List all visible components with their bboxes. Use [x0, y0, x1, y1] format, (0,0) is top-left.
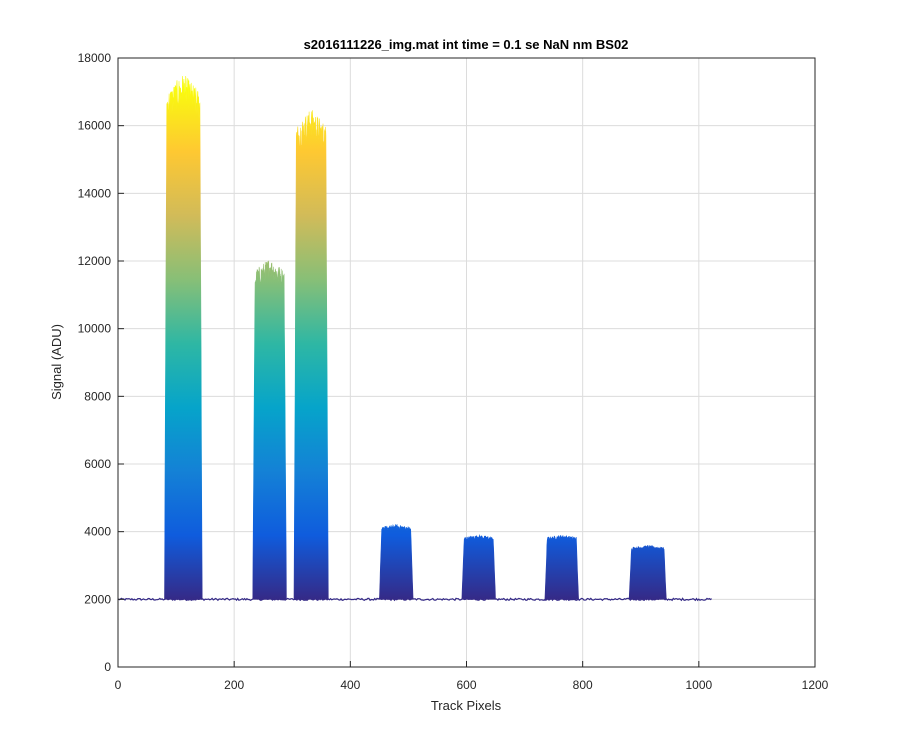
- grid-lines: [118, 58, 815, 667]
- y-tick-label: 14000: [78, 186, 112, 200]
- x-tick-label: 0: [115, 678, 122, 692]
- baseline-trace: [117, 597, 712, 602]
- y-tick-label: 10000: [78, 322, 112, 336]
- x-tick-label: 200: [224, 678, 244, 692]
- peak-4: [378, 523, 414, 600]
- peak-5: [461, 533, 497, 600]
- y-tick-label: 4000: [84, 525, 111, 539]
- x-axis-label: Track Pixels: [431, 698, 502, 713]
- x-tick-label: 600: [456, 678, 476, 692]
- y-tick-label: 12000: [78, 254, 112, 268]
- chart-title: s2016111226_img.mat int time = 0.1 se Na…: [304, 37, 629, 52]
- peak-7: [628, 544, 667, 600]
- x-tick-label: 400: [340, 678, 360, 692]
- peak-6: [544, 534, 580, 600]
- y-tick-label: 2000: [84, 592, 111, 606]
- y-tick-label: 6000: [84, 457, 111, 471]
- signal-series: [117, 75, 712, 602]
- y-tick-label: 0: [104, 660, 111, 674]
- y-axis-label: Signal (ADU): [49, 324, 64, 400]
- x-tick-label: 800: [573, 678, 593, 692]
- y-tick-label: 18000: [78, 51, 112, 65]
- y-tick-label: 8000: [84, 389, 111, 403]
- peak-1: [163, 75, 203, 600]
- peak-2: [252, 260, 287, 600]
- y-tick-label: 16000: [78, 119, 112, 133]
- peak-3: [293, 110, 329, 600]
- axis-ticks: 0 200 400 600 800 1000 12000200040006000800010…: [78, 51, 829, 692]
- x-tick-label: 1000: [685, 678, 712, 692]
- x-tick-label: 1200: [802, 678, 829, 692]
